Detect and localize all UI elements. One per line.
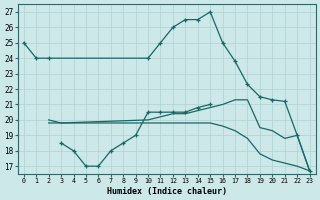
X-axis label: Humidex (Indice chaleur): Humidex (Indice chaleur) xyxy=(107,187,227,196)
